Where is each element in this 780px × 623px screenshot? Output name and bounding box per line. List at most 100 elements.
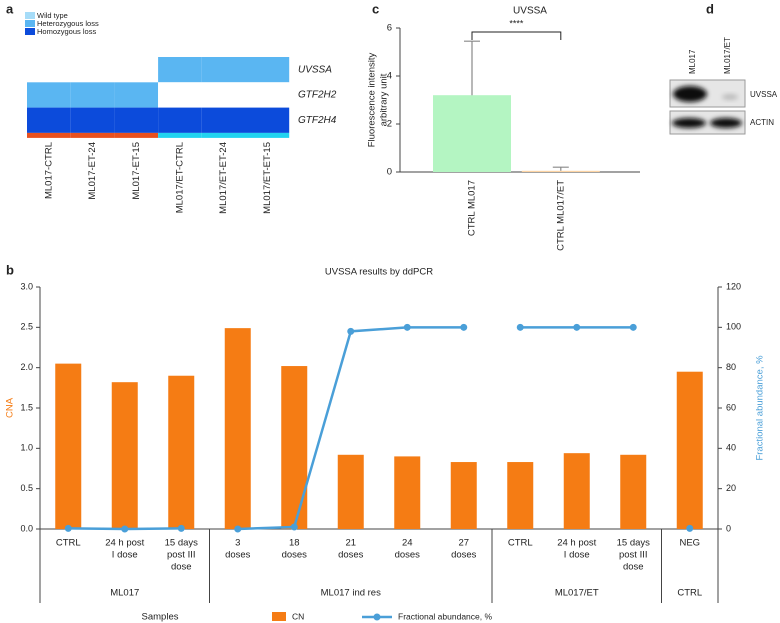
panel-label: b xyxy=(6,262,14,277)
y-tick-label: 1.5 xyxy=(20,402,33,412)
column-group-bar xyxy=(70,132,115,138)
bar xyxy=(450,462,477,529)
lane-label: ML017/ET xyxy=(723,37,732,74)
line-marker xyxy=(234,525,242,533)
legend-label: Wild type xyxy=(37,11,68,20)
x-tick-label: 21 xyxy=(345,538,356,549)
column-label: ML017/ET-ET-24 xyxy=(218,142,229,214)
x-tick-label: doses xyxy=(451,550,477,561)
heatmap-cell xyxy=(201,107,246,133)
group-label: ML017 ind res xyxy=(321,588,381,599)
legend-swatch xyxy=(272,612,286,621)
group-label: ML017/ET xyxy=(555,588,599,599)
column-label: ML017/ET-CTRL xyxy=(174,142,185,213)
significance-label: **** xyxy=(509,18,524,28)
heatmap-cell xyxy=(27,82,71,108)
x-tick-label: 15 days xyxy=(165,538,199,549)
y2-tick-label: 100 xyxy=(726,322,741,332)
x-tick-label: 27 xyxy=(458,538,469,549)
x-tick-label: 24 xyxy=(402,538,413,549)
group-label: ML017 xyxy=(110,588,139,599)
x-tick-label: 24 h post xyxy=(557,538,596,549)
panel-label: d xyxy=(706,1,714,16)
heatmap-cell xyxy=(245,107,290,133)
column-group-bar xyxy=(27,132,71,138)
x-tick-label: 3 xyxy=(235,538,240,549)
bar xyxy=(563,453,590,529)
significance-bracket xyxy=(471,31,562,40)
legend-swatch xyxy=(25,20,35,27)
column-group-bar xyxy=(158,132,202,138)
heatmap-cell xyxy=(27,57,71,83)
x-tick-label: 15 days xyxy=(617,538,651,549)
row-label: UVSSA xyxy=(298,64,332,75)
line-marker xyxy=(64,524,72,532)
x-tick-label: NEG xyxy=(679,538,700,549)
x-tick-label: dose xyxy=(623,562,644,573)
panel-label: c xyxy=(372,1,379,16)
bar xyxy=(281,366,308,529)
y2-tick-label: 120 xyxy=(726,281,741,291)
bar xyxy=(224,328,251,529)
y2-tick-label: 60 xyxy=(726,402,736,412)
y-tick-label: 1.0 xyxy=(20,443,33,453)
bar xyxy=(433,95,511,172)
bar xyxy=(55,363,82,529)
band-label: ACTIN xyxy=(750,118,774,127)
y-tick-label: 0.0 xyxy=(20,523,33,533)
column-group-bar xyxy=(201,132,246,138)
blot-band xyxy=(673,86,707,102)
bar xyxy=(394,456,421,529)
heatmap-cell xyxy=(158,107,202,133)
x-tick-label: post III xyxy=(167,550,196,561)
heatmap-cell xyxy=(201,82,246,108)
x-tick-label: I dose xyxy=(112,550,138,561)
bar xyxy=(111,382,138,529)
y-tick-label: 2.5 xyxy=(20,322,33,332)
line-marker xyxy=(403,323,411,331)
heatmap-cell xyxy=(201,57,246,83)
heatmap-cell xyxy=(245,82,290,108)
group-label: CTRL xyxy=(677,588,702,599)
y-axis-label: arbitrary unit xyxy=(379,73,390,126)
blot-band xyxy=(722,94,738,100)
panel-label: a xyxy=(6,1,14,16)
legend-label: Fractional abundance, % xyxy=(398,611,492,621)
heatmap-cell xyxy=(158,57,202,83)
line-marker xyxy=(177,524,185,532)
x-tick-label: CTRL xyxy=(56,538,81,549)
heatmap-cell xyxy=(114,82,159,108)
column-group-bar xyxy=(245,132,290,138)
x-tick-label: I dose xyxy=(564,550,590,561)
x-axis-label: Samples xyxy=(142,612,179,623)
bar xyxy=(620,454,647,529)
line-marker xyxy=(516,323,524,331)
y2-tick-label: 40 xyxy=(726,443,736,453)
heatmap-cell xyxy=(114,57,159,83)
lane-label: ML017 xyxy=(688,49,697,74)
legend-swatch xyxy=(25,12,35,19)
bar xyxy=(507,462,534,529)
row-label: GTF2H2 xyxy=(298,90,337,101)
heatmap-cell xyxy=(158,82,202,108)
y-tick-label: 0 xyxy=(387,167,392,178)
heatmap-cell xyxy=(70,82,115,108)
y-tick-label: 6 xyxy=(387,23,392,34)
line-marker xyxy=(686,524,694,532)
y2-axis-label: Fractional abundance, % xyxy=(755,355,766,461)
legend-label: Heterozygous loss xyxy=(37,19,99,28)
line-marker xyxy=(121,525,129,533)
column-label: ML017-CTRL xyxy=(43,142,54,199)
blot-strip xyxy=(669,110,746,135)
y2-tick-label: 0 xyxy=(726,523,731,533)
x-tick-label: doses xyxy=(225,550,251,561)
y-tick-label: 0.5 xyxy=(20,483,33,493)
blot-band xyxy=(672,118,706,128)
heatmap-cell xyxy=(70,57,115,83)
x-tick-label: CTRL ML017 xyxy=(467,180,478,236)
heatmap-cell xyxy=(245,57,290,83)
heatmap-cell xyxy=(70,107,115,133)
column-label: ML017-ET-15 xyxy=(131,142,142,200)
line-marker xyxy=(629,323,637,331)
